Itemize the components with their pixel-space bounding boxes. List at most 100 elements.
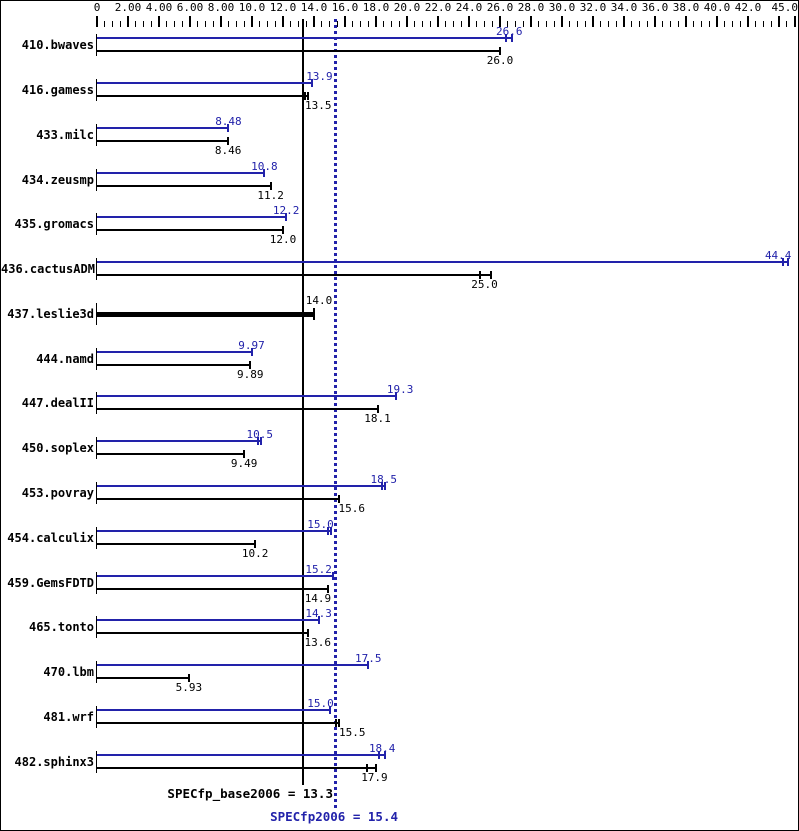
axis-minor-tick bbox=[646, 21, 648, 27]
axis-major-tick bbox=[468, 16, 470, 27]
error-bar-line bbox=[304, 94, 308, 97]
row-bracket bbox=[96, 750, 97, 773]
error-bar-cap bbox=[334, 718, 337, 727]
axis-minor-tick bbox=[670, 21, 671, 27]
axis-major-tick bbox=[793, 16, 796, 27]
error-bar-line bbox=[379, 753, 386, 756]
base-value-label: 10.2 bbox=[241, 546, 269, 560]
benchmark-label: 450.soplex bbox=[21, 441, 94, 456]
bar-end-tick bbox=[326, 584, 329, 593]
axis-major-tick bbox=[437, 16, 439, 27]
benchmark-label: 470.lbm bbox=[43, 665, 94, 680]
benchmark-label: 459.GemsFDTD bbox=[7, 575, 94, 590]
axis-tick-label: 20.0 bbox=[393, 1, 421, 14]
axis-tick-label: 0 bbox=[93, 1, 101, 14]
axis-minor-tick bbox=[259, 21, 261, 27]
base-value-label: 9.89 bbox=[237, 367, 264, 381]
base-value-label: 14.9 bbox=[304, 591, 332, 605]
axis-minor-tick bbox=[398, 21, 400, 27]
bar-end-tick bbox=[306, 629, 309, 638]
axis-major-tick bbox=[530, 16, 532, 27]
row-bracket bbox=[96, 661, 97, 684]
axis-minor-tick bbox=[600, 21, 602, 27]
peak-bar bbox=[97, 37, 510, 40]
peak-bar bbox=[97, 126, 229, 129]
peak-bar bbox=[97, 574, 333, 577]
axis-minor-tick bbox=[352, 21, 354, 27]
benchmark-label: 447.dealII bbox=[21, 396, 94, 411]
peak-value-label: 44.4 bbox=[764, 249, 792, 263]
error-bar-line bbox=[327, 529, 332, 532]
base-bar bbox=[97, 408, 378, 411]
axis-tick-label: 2.00 bbox=[114, 1, 142, 14]
axis-minor-tick bbox=[290, 21, 292, 27]
base-bar bbox=[97, 766, 375, 769]
axis-major-tick bbox=[189, 16, 191, 27]
axis-minor-tick bbox=[662, 21, 664, 27]
axis-minor-tick bbox=[150, 21, 152, 27]
axis-minor-tick bbox=[515, 21, 516, 27]
base-value-label: 13.5 bbox=[305, 98, 332, 112]
base-value-label: 13.6 bbox=[304, 636, 332, 650]
peak-bar bbox=[97, 753, 383, 756]
axis-tick-label: 18.0 bbox=[362, 1, 390, 14]
axis-tick-label: 28.0 bbox=[517, 1, 545, 14]
peak-value-label: 13.9 bbox=[306, 69, 333, 83]
bar-end-tick bbox=[285, 213, 288, 222]
axis-major-tick bbox=[344, 16, 346, 27]
axis-tick-label: 38.0 bbox=[672, 1, 700, 14]
peak-value-label: 15.0 bbox=[307, 696, 334, 710]
axis-tick-label: 30.0 bbox=[548, 1, 576, 14]
base-value-label: 26.0 bbox=[486, 54, 514, 68]
peak-value-label: 15.2 bbox=[305, 562, 332, 576]
axis-minor-tick bbox=[538, 21, 540, 27]
base-mean-summary-label: SPECfp_base2006 = 13.3 bbox=[167, 786, 333, 801]
axis-tick-label: 8.00 bbox=[207, 1, 235, 14]
axis-minor-tick bbox=[274, 21, 276, 27]
bar-end-tick bbox=[328, 705, 331, 714]
benchmark-label: 453.povray bbox=[21, 486, 94, 500]
base-bar bbox=[97, 677, 189, 680]
base-value-label: 17.9 bbox=[361, 770, 388, 784]
peak-value-label: 14.3 bbox=[305, 607, 332, 621]
axis-tick-label: 4.00 bbox=[145, 1, 173, 14]
axis-minor-tick bbox=[584, 21, 586, 27]
axis-minor-tick bbox=[391, 21, 392, 27]
base-bar bbox=[97, 139, 229, 142]
axis-minor-tick bbox=[305, 21, 307, 27]
peak-bar bbox=[97, 350, 252, 353]
bar-end-tick bbox=[250, 347, 253, 356]
axis-major-tick bbox=[158, 16, 160, 27]
row-bracket bbox=[96, 168, 97, 191]
error-bar-cap bbox=[489, 271, 492, 280]
base-value-label: 11.2 bbox=[257, 188, 284, 202]
bar-end-tick bbox=[282, 226, 284, 235]
axis-minor-tick bbox=[228, 21, 230, 27]
bar-end-tick bbox=[499, 47, 501, 56]
peak-bar bbox=[97, 664, 369, 667]
axis-minor-tick bbox=[677, 21, 679, 27]
axis-tick-label: 40.0 bbox=[703, 1, 731, 14]
row-bracket bbox=[96, 34, 97, 57]
base-bar bbox=[97, 184, 271, 187]
base-bar bbox=[97, 632, 308, 635]
peak-bar bbox=[97, 216, 287, 219]
axis-minor-tick bbox=[522, 21, 524, 27]
axis-tick-label: 32.0 bbox=[579, 1, 607, 14]
base-bar bbox=[97, 587, 328, 590]
peak-value-label: 8.48 bbox=[215, 114, 242, 128]
axis-minor-tick bbox=[770, 21, 772, 27]
error-bar-cap bbox=[326, 526, 329, 535]
error-bar-line bbox=[782, 261, 789, 264]
base-bar bbox=[97, 94, 307, 97]
error-bar-cap bbox=[366, 763, 369, 772]
axis-tick-label: 22.0 bbox=[424, 1, 452, 14]
error-bar-cap bbox=[375, 763, 377, 772]
peak-value-label: 18.4 bbox=[368, 741, 396, 755]
axis-tick-label: 42.0 bbox=[734, 1, 762, 14]
axis-minor-tick bbox=[329, 21, 330, 27]
error-bar-cap bbox=[787, 258, 790, 267]
bar-end-tick bbox=[254, 539, 257, 548]
peak-value-label: 10.8 bbox=[251, 159, 278, 173]
